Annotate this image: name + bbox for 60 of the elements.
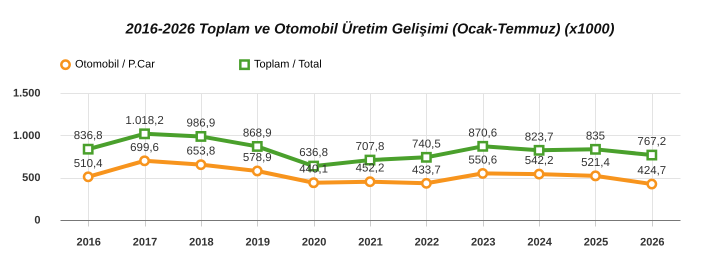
data-label: 836,8	[74, 130, 103, 142]
chart-title: 2016-2026 Toplam ve Otomobil Üretim Gelişimi (Ocak-Temmuz) (x1000)	[124, 20, 615, 38]
data-label: 636,8	[299, 147, 328, 160]
legend-label: Otomobil / P.Car	[75, 58, 156, 71]
x-tick-label: 2026	[640, 236, 665, 248]
point	[139, 155, 150, 166]
point	[590, 144, 601, 155]
x-tick-label: 2018	[189, 236, 214, 248]
point	[534, 144, 545, 156]
point	[420, 178, 432, 189]
data-label: 542,2	[524, 155, 554, 168]
point	[646, 178, 658, 190]
point	[646, 150, 658, 160]
point	[590, 170, 601, 182]
point	[477, 140, 488, 152]
x-tick-label: 2019	[246, 236, 270, 248]
data-label: 510,4	[74, 158, 104, 170]
data-label: 550,6	[468, 154, 498, 166]
point	[308, 177, 320, 188]
data-label: 707,8	[356, 141, 384, 154]
point	[195, 131, 206, 142]
data-label: 452,2	[356, 162, 384, 175]
x-tick-label: 2025	[584, 236, 608, 248]
data-label: 1.018,2	[125, 114, 164, 127]
data-label: 699,6	[130, 142, 159, 154]
x-tick-label: 2022	[414, 236, 440, 248]
point	[420, 152, 432, 163]
x-tick-label: 2023	[470, 236, 496, 248]
point	[139, 128, 150, 140]
data-label: 433,7	[412, 164, 441, 176]
data-label: 823,7	[524, 131, 554, 144]
data-label: 835	[586, 130, 606, 142]
data-label: 653,8	[186, 146, 216, 158]
y-tick-label: 1.500	[12, 88, 40, 100]
point	[195, 159, 206, 170]
x-tick-label: 2024	[527, 236, 553, 248]
legend-label: Toplam / Total	[254, 58, 322, 71]
data-label: 578,9	[242, 152, 272, 164]
point	[252, 166, 263, 176]
data-label: 740,5	[412, 138, 441, 150]
x-tick-label: 2017	[132, 236, 158, 248]
data-label: 424,7	[637, 165, 666, 178]
data-label: 440,1	[299, 164, 328, 176]
data-label: 986,9	[186, 117, 216, 130]
y-tick-label: 500	[22, 172, 40, 184]
y-tick-label: 1.000	[12, 130, 40, 142]
point	[82, 144, 94, 155]
data-label: 870,6	[468, 127, 498, 140]
data-label: 767,2	[637, 136, 666, 148]
point	[82, 171, 94, 182]
point	[477, 168, 488, 179]
x-tick-label: 2020	[302, 236, 326, 248]
data-label: 868,9	[242, 127, 272, 140]
data-label: 521,4	[581, 156, 610, 169]
point	[364, 176, 376, 188]
point	[534, 168, 545, 180]
y-tick-label: 0	[34, 214, 40, 226]
point	[252, 141, 263, 152]
x-tick-label: 2021	[358, 236, 383, 248]
x-tick-label: 2016	[76, 236, 101, 248]
